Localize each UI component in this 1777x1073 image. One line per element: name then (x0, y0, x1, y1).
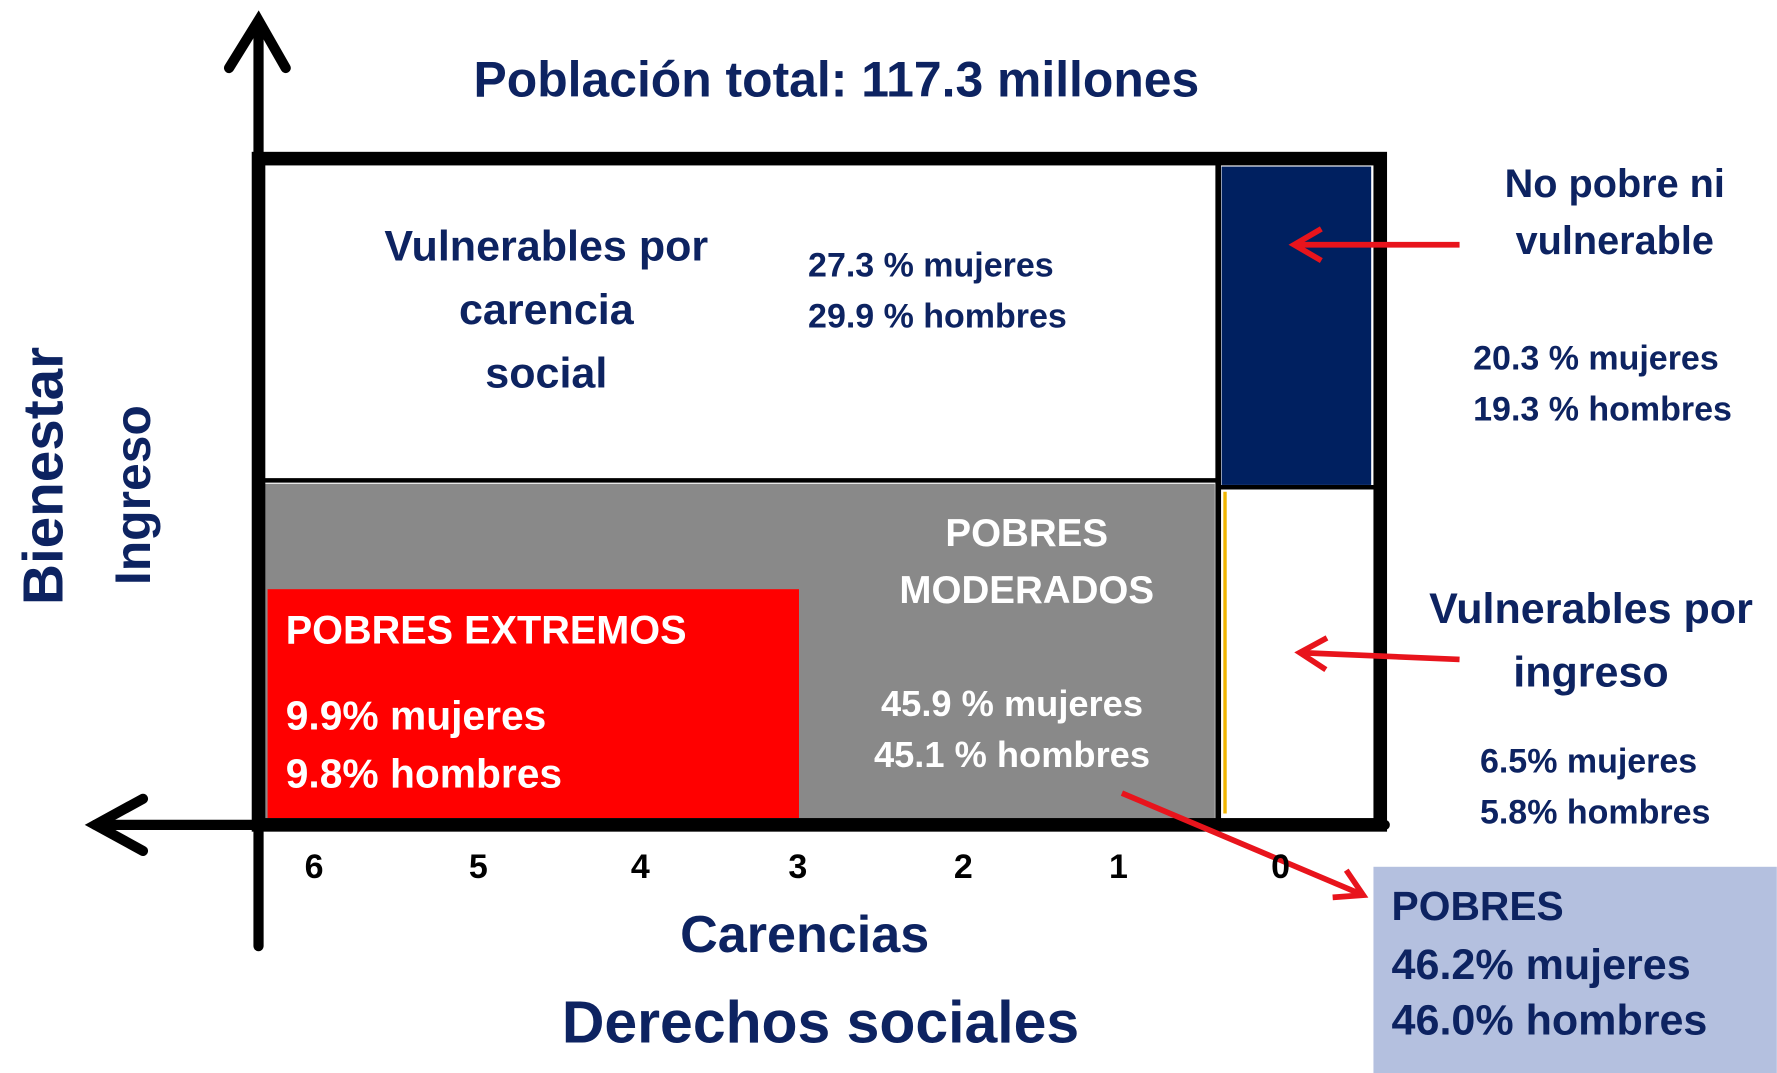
region-name: POBRES (1392, 883, 1564, 929)
region-name: carencia (459, 286, 635, 334)
region-name: POBRES EXTREMOS (286, 609, 687, 653)
ticks: 6 5 4 3 2 1 0 (305, 848, 1290, 886)
region-name: ingreso (1513, 649, 1668, 697)
y-axis-label: Bienestar (13, 347, 76, 605)
stats-white: POBRES MODERADOS 45.9 % mujeres 45.1 % h… (286, 512, 1154, 796)
label: Vulnerables por carencia social No pobre… (384, 162, 1753, 696)
stat: 9.9% mujeres (286, 693, 547, 739)
stat: 46.0% hombres (1392, 996, 1708, 1044)
x-tick-label: 6 (305, 848, 324, 886)
stat: 45.9 % mujeres (881, 683, 1143, 724)
pobres-extremos-region (267, 589, 799, 819)
x-tick-label: 4 (631, 848, 650, 886)
stat: 19.3 % hombres (1473, 390, 1732, 428)
region-name: Vulnerables por (384, 223, 708, 271)
stat: 6.5% mujeres (1480, 743, 1697, 781)
x-tick-label: 5 (469, 848, 488, 886)
region-name: Vulnerables por (1429, 585, 1753, 633)
region-name: MODERADOS (899, 569, 1154, 612)
no-pobre-region (1221, 166, 1372, 485)
stat: 5.8% hombres (1480, 794, 1710, 832)
stat: 9.8% hombres (286, 750, 562, 796)
stat: 20.3 % mujeres (1473, 339, 1719, 377)
pobres-box (1373, 866, 1777, 1073)
y-axis-label: Ingreso (105, 405, 161, 585)
x-axis-label: Derechos sociales (562, 990, 1079, 1055)
arrows (1120, 226, 1460, 901)
region-name: vulnerable (1516, 219, 1714, 263)
stat: 46.2% mujeres (1392, 941, 1691, 989)
region-name: POBRES (945, 512, 1108, 555)
stat: 45.1 % hombres (874, 734, 1150, 775)
region-name: No pobre ni (1505, 162, 1725, 206)
stat: 29.9 % hombres (808, 297, 1067, 335)
region-name: social (485, 350, 607, 398)
x-tick-label: 2 (954, 848, 973, 886)
x-tick-label: 1 (1109, 848, 1128, 886)
x-tick-label: 0 (1271, 848, 1290, 886)
axes (84, 10, 1390, 952)
stats: 27.3 % mujeres 29.9 % hombres 20.3 % muj… (808, 246, 1732, 1044)
x-tick-label: 3 (788, 848, 807, 886)
x-axis-label: Carencias (680, 906, 929, 964)
title: Población total: 117.3 millones (474, 51, 1200, 107)
stat: 27.3 % mujeres (808, 246, 1054, 284)
